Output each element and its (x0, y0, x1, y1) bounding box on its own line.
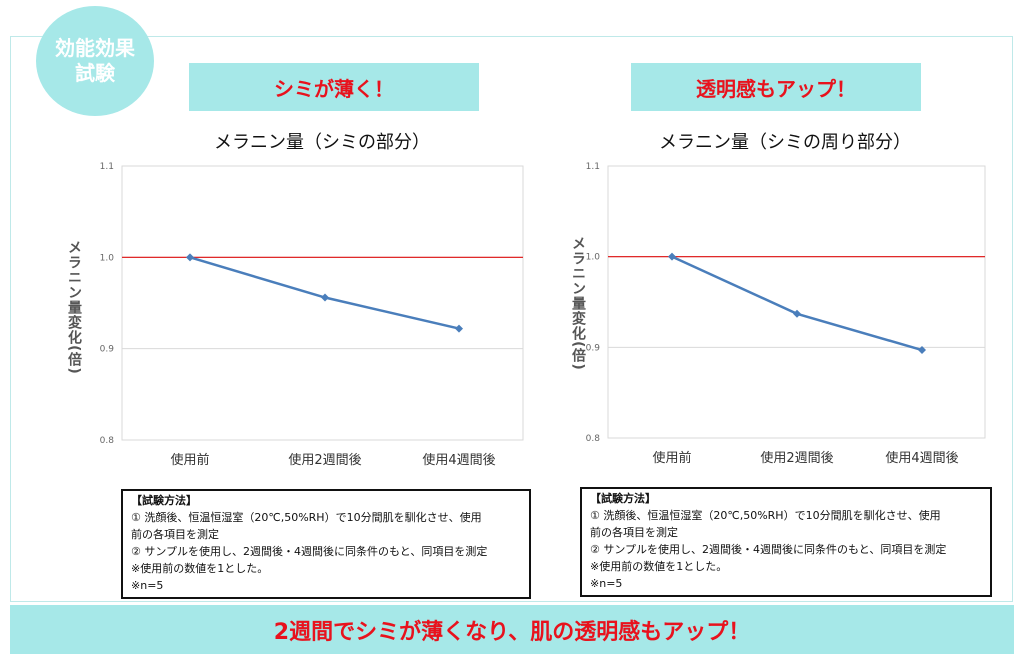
banner-right-text: 透明感もアップ！ (696, 76, 856, 101)
test-method-box-left: 【試験方法】 ① 洗顔後、恒温恒湿室（20℃,50%RH）で10分間肌を馴化させ… (121, 489, 531, 599)
method-heading: 【試験方法】 (131, 494, 197, 507)
y-tick-label: 0.9 (586, 343, 601, 353)
data-point (668, 252, 676, 261)
y-tick-label: 1.0 (586, 253, 601, 263)
x-tick-label: 使用4週間後 (885, 450, 958, 466)
method-line: ① 洗顔後、恒温恒湿室（20℃,50%RH）で10分間肌を馴化させ、使用 (131, 511, 482, 524)
conclusion-banner: 2週間でシミが薄くなり、肌の透明感もアップ！ (10, 605, 1014, 654)
y-tick-label: 1.0 (100, 253, 115, 263)
data-point (793, 309, 801, 318)
test-method-box-right: 【試験方法】 ① 洗顔後、恒温恒湿室（20℃,50%RH）で10分間肌を馴化させ… (580, 487, 992, 597)
banner-right: 透明感もアップ！ (631, 63, 921, 111)
method-line: 前の各項目を測定 (590, 526, 678, 539)
method-heading: 【試験方法】 (590, 492, 656, 505)
content-frame (10, 36, 1013, 602)
y-tick-label: 0.9 (100, 345, 115, 355)
x-tick-label: 使用前 (170, 452, 209, 468)
x-tick-label: 使用4週間後 (422, 452, 495, 468)
data-point (186, 253, 194, 262)
efficacy-test-badge: 効能効果 試験 (36, 6, 154, 116)
series-line (671, 255, 923, 352)
chart-title-left: メラニン量（シミの部分） (214, 132, 430, 153)
badge-line-1: 効能効果 (55, 36, 135, 60)
data-point (321, 293, 329, 302)
method-line: ※使用前の数値を1とした。 (131, 562, 269, 575)
method-line: ※n=5 (131, 579, 164, 592)
method-line: ※n=5 (590, 577, 623, 590)
data-point (455, 324, 463, 333)
y-tick-label: 0.8 (100, 436, 115, 446)
y-tick-label: 1.1 (586, 162, 600, 172)
y-tick-label: 0.8 (586, 434, 601, 444)
method-line: ② サンプルを使用し、2週間後・4週間後に同条件のもと、同項目を測定 (131, 545, 488, 558)
x-tick-label: 使用前 (652, 450, 691, 466)
y-axis-label-left: メラニン量変化(倍) (66, 240, 82, 375)
chart-title-right: メラニン量（シミの周り部分） (659, 132, 911, 153)
y-axis-label-right: メラニン量変化(倍) (570, 236, 586, 371)
method-line: ② サンプルを使用し、2週間後・4週間後に同条件のもと、同項目を測定 (590, 543, 947, 556)
banner-left: シミが薄く！ (189, 63, 479, 111)
plot-area (607, 165, 986, 439)
x-tick-label: 使用2週間後 (288, 452, 361, 468)
banner-left-text: シミが薄く！ (274, 76, 394, 101)
badge-line-2: 試験 (75, 61, 115, 85)
method-line: 前の各項目を測定 (131, 528, 219, 541)
method-line: ① 洗顔後、恒温恒湿室（20℃,50%RH）で10分間肌を馴化させ、使用 (590, 509, 941, 522)
method-line: ※使用前の数値を1とした。 (590, 560, 728, 573)
data-point (918, 346, 926, 355)
y-tick-label: 1.1 (100, 162, 114, 172)
x-tick-label: 使用2週間後 (760, 450, 833, 466)
conclusion-text: 2週間でシミが薄くなり、肌の透明感もアップ！ (273, 619, 751, 645)
